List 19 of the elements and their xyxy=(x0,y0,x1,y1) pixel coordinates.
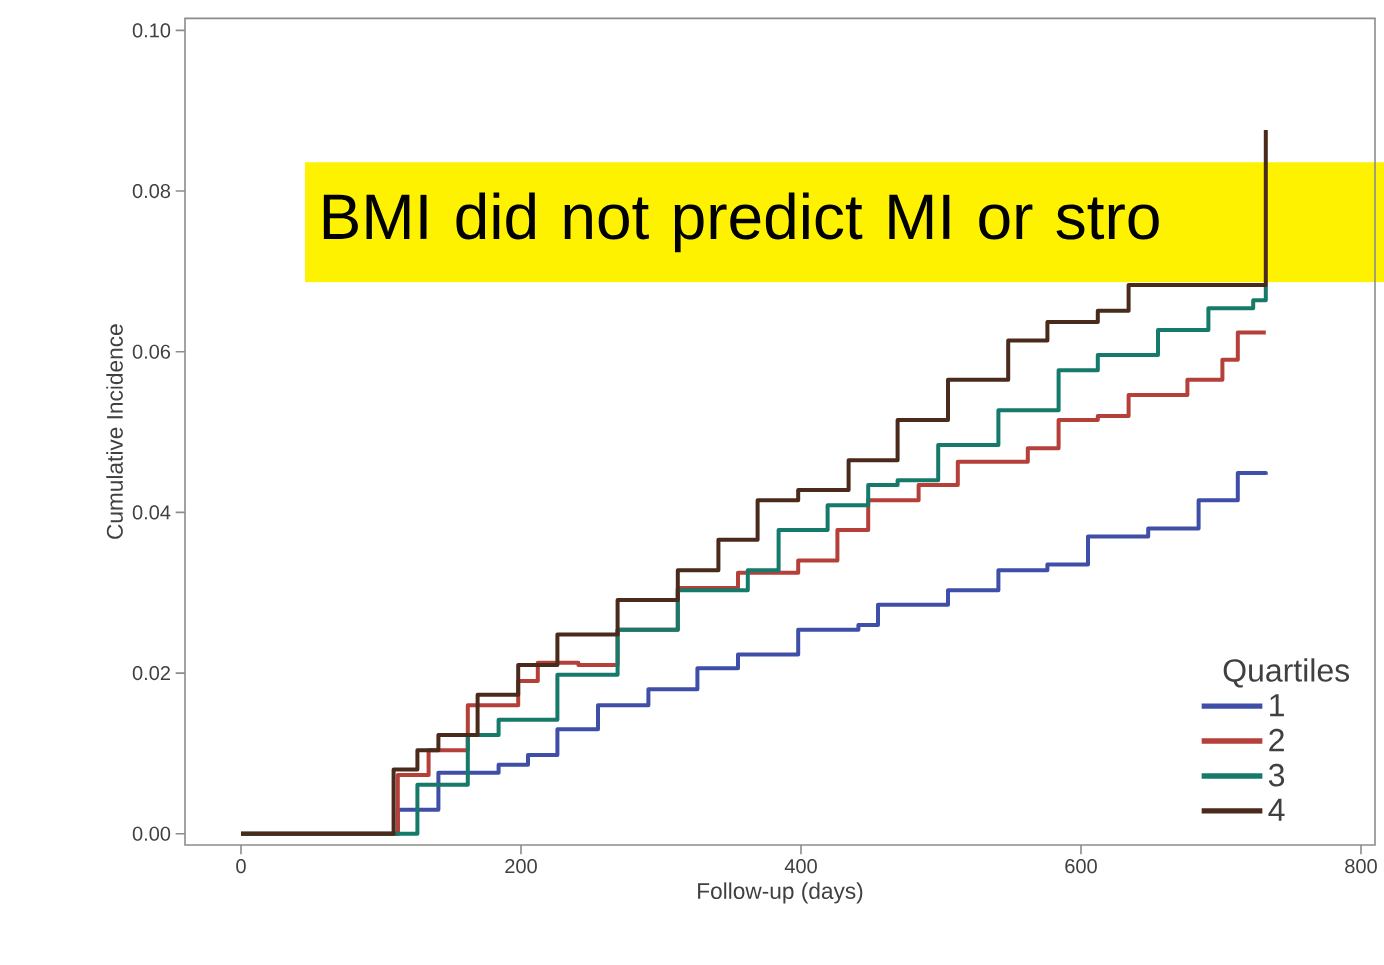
x-tick-label: 600 xyxy=(1065,859,1097,874)
x-tick-label: 800 xyxy=(1345,859,1377,874)
y-tick-label: 0.06 xyxy=(132,344,171,359)
legend-label: 4 xyxy=(1268,798,1285,821)
y-tick-label: 0.10 xyxy=(132,23,171,38)
legend-label: 1 xyxy=(1270,694,1284,717)
x-axis-title: Follow-up (days) xyxy=(698,882,863,904)
annotation: BMI did not predict MI or stro xyxy=(323,192,1159,253)
y-tick-label: 0.02 xyxy=(132,665,170,681)
y-tick-label: 0.00 xyxy=(132,826,171,841)
x-tick-label: 200 xyxy=(505,859,537,874)
y-tick-label: 0.08 xyxy=(132,183,171,199)
x-tick-label: 400 xyxy=(784,859,817,874)
legend-label: 3 xyxy=(1268,763,1285,787)
legend-title: Quartiles xyxy=(1223,658,1350,688)
y-tick-label: 0.04 xyxy=(132,505,171,520)
x-tick-label: 0 xyxy=(236,859,246,874)
y-axis-title: Cumulative Incidence xyxy=(106,324,123,539)
legend-label: 2 xyxy=(1269,728,1284,752)
